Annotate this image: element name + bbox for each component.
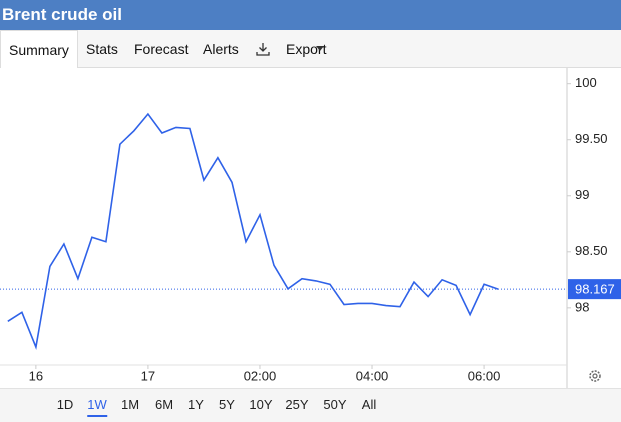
chart: 98 98.50 99 99.50 100 16 17 02:00 04:00 06:00 98.1… xyxy=(0,68,621,388)
range-button[interactable]: 6M xyxy=(154,397,174,412)
x-tick-label: 16 xyxy=(29,368,43,383)
range-button[interactable]: 1D xyxy=(56,397,74,412)
title: Brent crude oil xyxy=(2,5,122,24)
range-button[interactable]: 25Y xyxy=(285,397,309,412)
y-tick-label: 99.50 xyxy=(575,131,608,146)
gear-ring xyxy=(589,370,601,382)
tab-bar: Summary Stats Forecast Alerts Export xyxy=(0,30,621,68)
range-bar: 1D 1W 1M 6M 1Y 5Y 10Y 25Y 50Y All xyxy=(0,388,621,422)
y-tick-label: 98 xyxy=(575,299,589,314)
range-button[interactable]: 1M xyxy=(120,397,140,412)
x-tick-label: 17 xyxy=(141,368,155,383)
y-tick-label: 98.50 xyxy=(575,243,608,258)
x-tick-label: 04:00 xyxy=(356,368,389,383)
range-button[interactable]: 10Y xyxy=(249,397,273,412)
x-tick-label: 06:00 xyxy=(468,368,501,383)
title-bar: Brent crude oil xyxy=(0,0,621,30)
last-price-box xyxy=(568,279,621,300)
last-price-label: 98.167 xyxy=(575,282,615,297)
settings-icon[interactable] xyxy=(589,370,601,382)
x-tick-label: 02:00 xyxy=(244,368,277,383)
gear-hole xyxy=(592,373,598,379)
tab[interactable]: Summary xyxy=(0,30,78,68)
range-button[interactable]: 50Y xyxy=(323,397,347,412)
range-button[interactable]: 1W xyxy=(87,397,107,417)
tab[interactable]: Forecast xyxy=(134,41,189,57)
range-button[interactable]: 5Y xyxy=(219,397,235,412)
range-button[interactable]: All xyxy=(361,397,377,412)
tab[interactable]: Alerts xyxy=(203,41,239,57)
price-line xyxy=(7,112,499,351)
caret xyxy=(316,46,324,51)
download-icon xyxy=(256,43,270,56)
range-button[interactable]: 1Y xyxy=(188,397,204,412)
y-tick-label: 100 xyxy=(575,75,597,90)
tab[interactable]: Export xyxy=(286,41,327,57)
y-tick-label: 99 xyxy=(575,187,589,202)
tab[interactable]: Stats xyxy=(86,41,118,57)
